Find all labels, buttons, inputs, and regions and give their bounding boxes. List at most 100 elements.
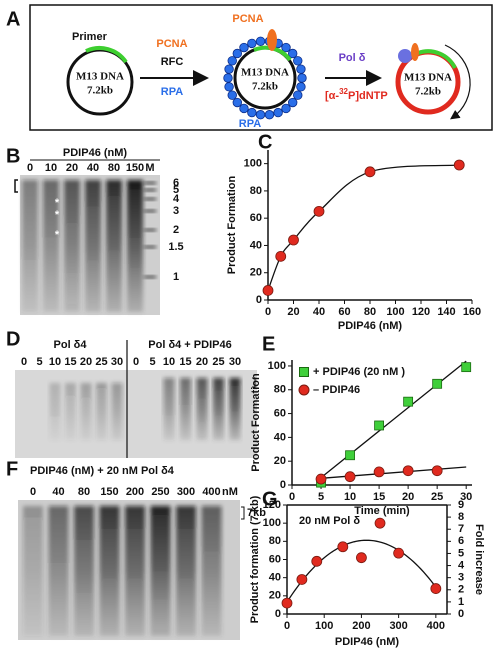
- x-tick-label: 0: [265, 306, 271, 318]
- fit-line: [320, 466, 467, 479]
- lane-label: 400: [202, 486, 220, 498]
- rpa-bead: [239, 103, 249, 114]
- template-label: M13 DNA: [404, 72, 452, 84]
- y-axis-label: Product Formation: [226, 176, 238, 275]
- y-tick-label: 0: [256, 294, 262, 306]
- primer-arc: [417, 49, 457, 69]
- rpa-label: RPA: [239, 118, 261, 130]
- y2-tick-label: 7: [458, 523, 464, 535]
- panel-d: D Pol δ4 Pol δ4 + PDIP46 0 5 10 15 20 25 30 0 5 1…: [6, 328, 257, 458]
- x-tick-label: 80: [364, 306, 376, 318]
- lane-label: 25: [212, 356, 224, 368]
- y-tick-label: 20: [250, 267, 262, 279]
- legend-label: – PDIP46: [313, 384, 360, 396]
- pcna-label: PCNA: [232, 13, 263, 25]
- panel-label: E: [262, 333, 275, 355]
- point: [461, 362, 472, 373]
- marker-band: [144, 228, 156, 232]
- size-label: 7.2kb: [415, 86, 441, 98]
- bracket: [241, 506, 245, 520]
- rpa-bead: [223, 73, 233, 83]
- y-tick-label: 100: [244, 158, 262, 170]
- lane-label: 20: [196, 356, 208, 368]
- point: [373, 466, 385, 478]
- rpa-bead: [296, 64, 306, 74]
- panel-label: C: [258, 131, 272, 153]
- x-tick-label: 30: [460, 491, 472, 503]
- gel-lane: [85, 180, 101, 312]
- lane-label: 80: [78, 486, 90, 498]
- legend-marker: [298, 384, 310, 396]
- lane-label: M: [145, 162, 154, 174]
- pcna-ring: [267, 29, 277, 51]
- y2-tick-label: 2: [458, 584, 464, 596]
- y-tick-label: 80: [250, 185, 262, 197]
- y-tick-label: 100: [268, 360, 286, 372]
- y-tick-label: 20: [269, 590, 281, 602]
- gel-header: Pol δ4: [54, 339, 88, 351]
- point: [337, 541, 349, 553]
- y-axis-label: Product Formation: [250, 373, 262, 472]
- lane-label: 30: [229, 356, 241, 368]
- rpa-bead: [239, 42, 249, 53]
- y-axis-label: Product formation (7 kb): [249, 495, 261, 623]
- template-label: M13 DNA: [241, 67, 289, 79]
- marker-size: 4: [173, 193, 180, 205]
- x-tick-label: 200: [352, 620, 370, 632]
- gel-lane: [74, 506, 94, 636]
- point: [403, 396, 414, 407]
- legend-label: + PDIP46 (20 nM ): [313, 366, 405, 378]
- x-tick-label: 10: [344, 491, 356, 503]
- gel-header: PDIP46 (nM) + 20 nM Pol δ4: [30, 465, 175, 477]
- y-tick-label: 20: [274, 455, 286, 467]
- lane-label: 40: [52, 486, 64, 498]
- marker-size: 1.5: [168, 241, 183, 253]
- x-tick-label: 20: [402, 491, 414, 503]
- lane-label: 0: [27, 162, 33, 174]
- rpa-bead: [287, 97, 298, 108]
- lane-label: 30: [111, 356, 123, 368]
- y-tick-label: 40: [250, 239, 262, 251]
- rpa-bead: [232, 97, 243, 108]
- y-tick-label: 40: [269, 572, 281, 584]
- text: 32: [339, 87, 348, 96]
- gel-lane: [176, 506, 196, 636]
- x-tick-label: 60: [338, 306, 350, 318]
- asterisk: *: [55, 209, 60, 221]
- point: [313, 205, 325, 217]
- panel-label: F: [6, 458, 18, 480]
- marker-size: 3: [173, 205, 179, 217]
- pol-delta: [398, 49, 412, 63]
- y-tick-label: 60: [250, 212, 262, 224]
- point: [345, 450, 355, 461]
- unit-label: nM: [222, 486, 238, 498]
- lane-label: 40: [87, 162, 99, 174]
- legend-marker: [299, 367, 309, 377]
- y2-tick-label: 4: [458, 559, 465, 571]
- x-tick-label: 120: [412, 306, 430, 318]
- x-tick-label: 0: [284, 620, 290, 632]
- point: [262, 285, 274, 296]
- gel-lane: [163, 378, 175, 440]
- rpa-bead: [232, 48, 243, 59]
- marker-band: [144, 275, 156, 279]
- gel-lane: [96, 383, 107, 440]
- x-tick-label: 100: [386, 306, 404, 318]
- marker-band: [144, 245, 156, 249]
- point: [402, 465, 414, 477]
- gel-lane: [213, 378, 224, 440]
- gel-lane: [65, 383, 76, 440]
- rpa-bead: [281, 42, 291, 53]
- y2-tick-label: 9: [458, 499, 464, 511]
- x-tick-label: 20: [287, 306, 299, 318]
- rpa-bead: [293, 90, 303, 100]
- y2-tick-label: 0: [458, 608, 464, 620]
- gel-lane: [106, 180, 122, 312]
- marker-size: 5: [173, 184, 179, 196]
- point: [288, 234, 299, 246]
- chart-title: 20 nM Pol δ: [299, 515, 360, 527]
- x-tick-label: 300: [389, 620, 407, 632]
- y-tick-label: 60: [269, 553, 281, 565]
- lane-label: 25: [95, 356, 107, 368]
